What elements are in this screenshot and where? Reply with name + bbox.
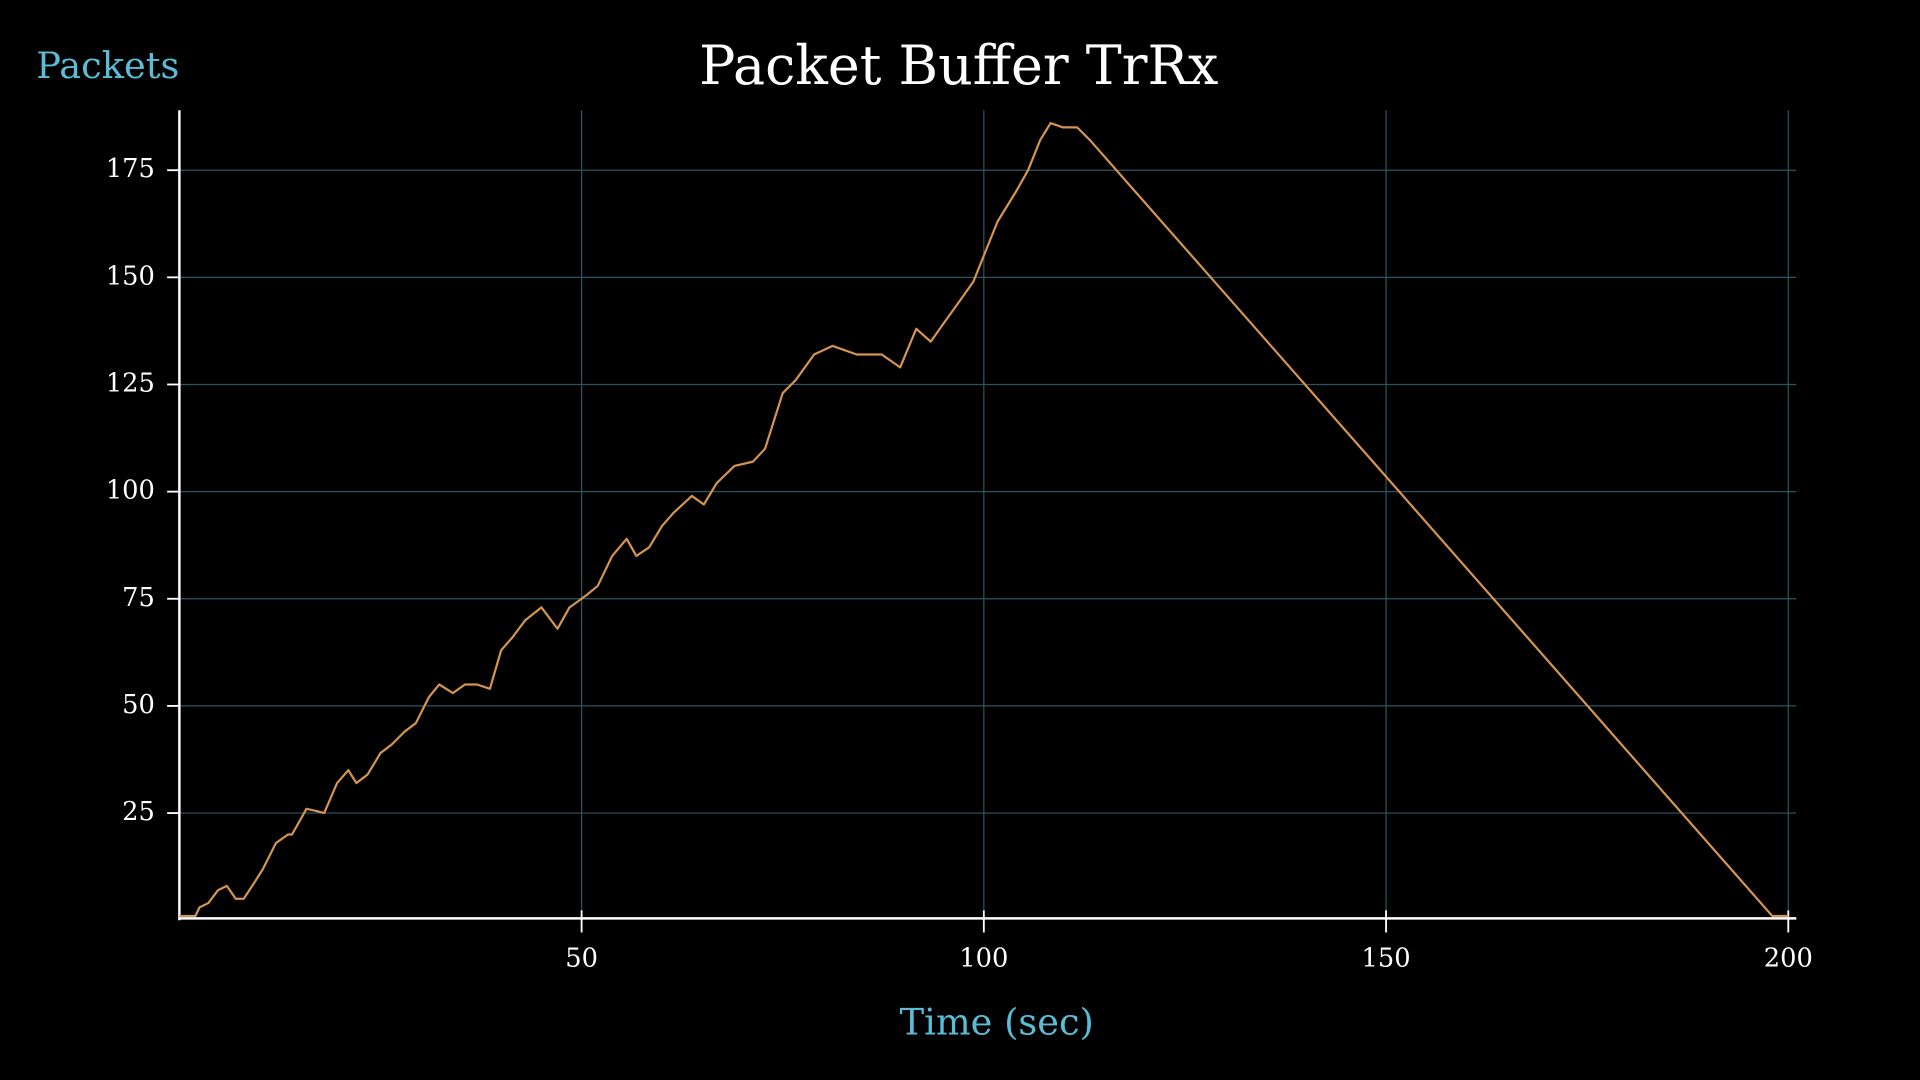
y-tick-label: 100 <box>106 476 155 506</box>
y-tick-label: 175 <box>106 154 155 184</box>
y-tick-label: 50 <box>122 690 155 720</box>
chart-title: Packet Buffer TrRx <box>699 34 1218 97</box>
x-tick-label: 100 <box>959 943 1008 973</box>
x-axis-label: Time (sec) <box>900 1000 1094 1043</box>
data-line <box>179 121 1789 918</box>
x-tick-label: 150 <box>1362 943 1411 973</box>
y-tick-label: 125 <box>106 368 155 398</box>
x-tick-label: 50 <box>565 943 598 973</box>
y-tick-label: 75 <box>122 583 155 613</box>
y-tick-label: 150 <box>106 261 155 291</box>
x-tick-label: 200 <box>1764 943 1813 973</box>
y-axis-label: Packets <box>36 44 179 87</box>
y-tick-label: 25 <box>122 797 155 827</box>
